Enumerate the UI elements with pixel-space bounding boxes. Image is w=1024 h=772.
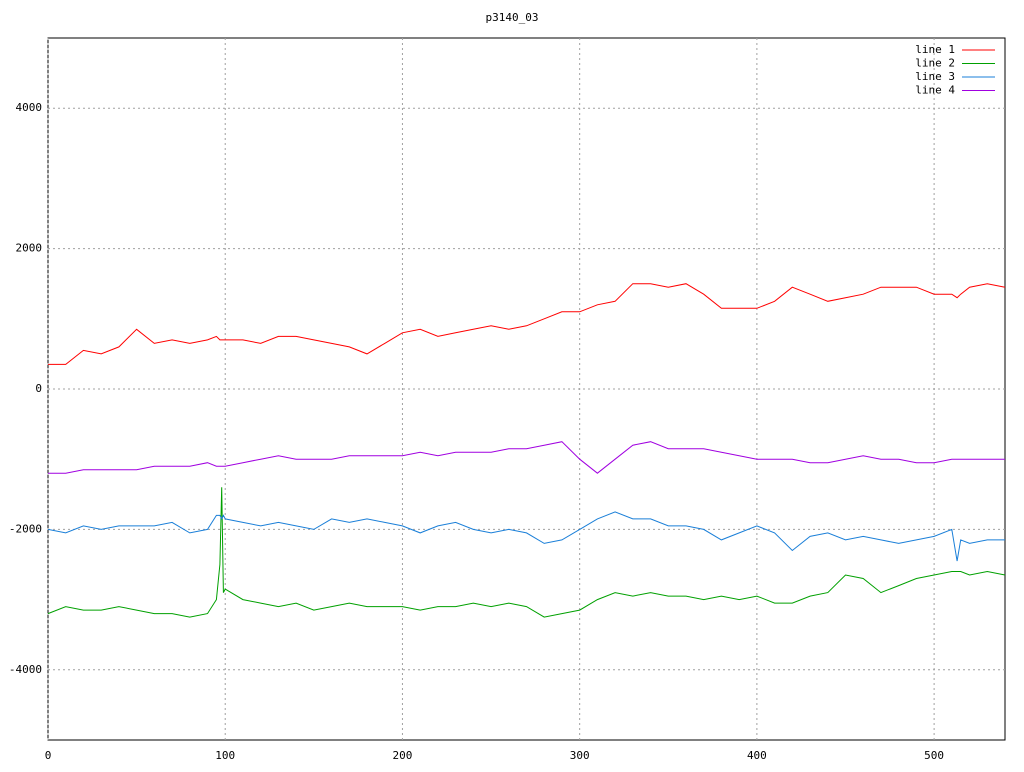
legend-label: line 2 (915, 57, 955, 70)
x-tick-label: 0 (45, 749, 52, 762)
y-tick-label: -2000 (9, 522, 42, 535)
y-tick-label: 0 (35, 382, 42, 395)
data-line (47, 487, 1006, 618)
y-tick-label: 4000 (16, 101, 43, 114)
legend-label: line 1 (915, 43, 955, 56)
y-tick-label: -4000 (9, 663, 42, 676)
legend-label: line 3 (915, 70, 955, 83)
x-tick-label: 400 (747, 749, 767, 762)
legend-label: line 4 (915, 84, 955, 97)
x-tick-label: 300 (570, 749, 590, 762)
x-tick-label: 100 (215, 749, 235, 762)
x-tick-label: 200 (393, 749, 413, 762)
data-line (48, 441, 1005, 474)
data-line (48, 283, 1006, 365)
chart-title: p3140_03 (486, 11, 539, 24)
x-tick-label: 500 (924, 749, 944, 762)
data-line (47, 511, 1005, 562)
y-tick-label: 2000 (16, 242, 43, 255)
